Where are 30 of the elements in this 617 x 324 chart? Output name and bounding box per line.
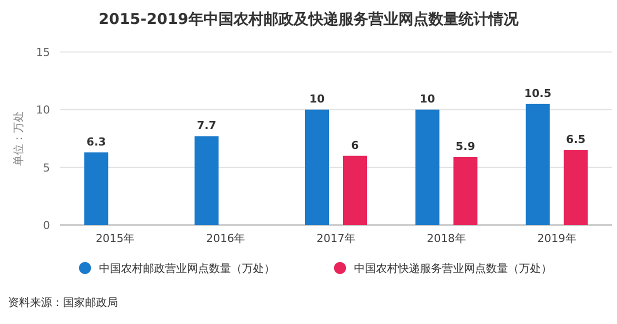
data-label: 7.7 [196, 119, 216, 132]
y-tick-label: 5 [43, 161, 50, 174]
bar [564, 150, 588, 225]
x-tick-label: 2016年 [206, 232, 246, 245]
y-tick-label: 0 [43, 219, 50, 232]
chart-title: 2015-2019年中国农村邮政及快递服务营业网点数量统计情况 [98, 10, 520, 28]
bar [305, 110, 329, 225]
bar [415, 110, 440, 225]
x-tick-label: 2018年 [426, 232, 466, 245]
data-label: 10.5 [524, 86, 552, 100]
bar [526, 104, 550, 225]
data-label: 6.5 [566, 133, 586, 146]
text: 资料来源：国家邮政局 [8, 296, 118, 309]
data-label: 10 [420, 92, 436, 106]
bar [194, 136, 219, 225]
data-label: 6.3 [86, 135, 106, 148]
x-tick-label: 2015年 [96, 232, 135, 245]
legend-label: 中国农村邮政营业网点数量（万处） [99, 262, 275, 275]
bar [453, 156, 478, 225]
y-axis-title: 单位：万处 [12, 111, 25, 166]
legend-label: 中国农村快递服务营业网点数量（万处） [354, 262, 552, 275]
y-tick-label: 15 [36, 46, 50, 59]
data-label: 5.9 [456, 140, 476, 153]
x-tick-label: 2019年 [537, 232, 576, 245]
data-label: 10 [309, 92, 325, 106]
x-tick-label: 2017年 [316, 232, 356, 245]
y-tick-label: 10 [36, 104, 50, 117]
bar [84, 152, 108, 225]
bar [343, 156, 367, 225]
data-label: 6 [351, 138, 360, 152]
